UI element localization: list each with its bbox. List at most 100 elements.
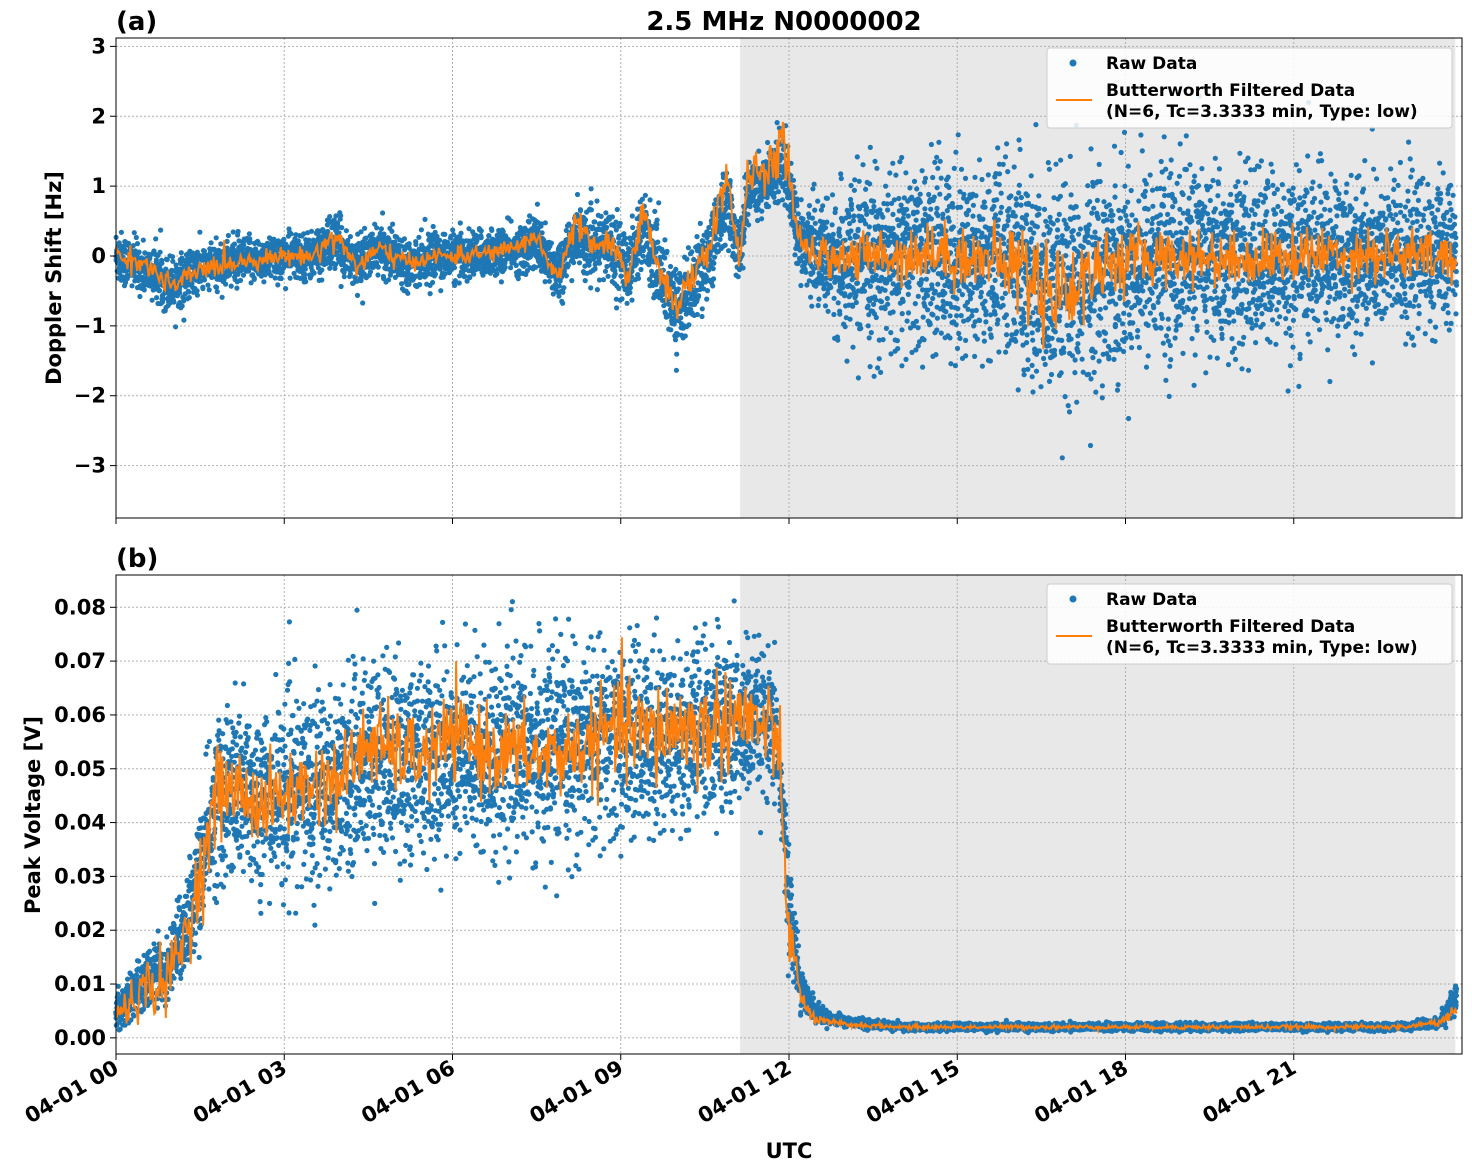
raw-point: [938, 175, 944, 181]
raw-point: [498, 279, 504, 285]
raw-point: [116, 240, 122, 246]
raw-point: [775, 189, 782, 195]
raw-point: [877, 207, 883, 213]
raw-point: [823, 225, 829, 231]
raw-point: [924, 293, 931, 299]
raw-point: [955, 306, 961, 312]
raw-point: [201, 277, 208, 283]
raw-point: [932, 159, 938, 165]
raw-point: [438, 288, 444, 294]
raw-point: [374, 225, 380, 231]
raw-point: [717, 236, 723, 242]
raw-point: [884, 295, 890, 302]
raw-point: [347, 271, 354, 277]
raw-point: [629, 297, 635, 303]
raw-point: [662, 255, 668, 261]
raw-point: [673, 367, 680, 373]
raw-point: [417, 282, 423, 288]
raw-point: [194, 292, 200, 298]
raw-point: [302, 266, 308, 272]
raw-point: [812, 207, 818, 213]
raw-point: [940, 211, 946, 217]
raw-point: [136, 249, 142, 255]
raw-point: [205, 282, 211, 288]
raw-point: [621, 231, 627, 237]
raw-point: [598, 213, 604, 219]
raw-point: [888, 330, 894, 336]
raw-point: [911, 178, 918, 184]
raw-point: [867, 364, 873, 370]
raw-point: [867, 144, 873, 150]
raw-point: [452, 282, 458, 288]
raw-point: [157, 249, 163, 255]
raw-point: [956, 330, 962, 337]
raw-point: [965, 221, 971, 227]
raw-point: [885, 207, 891, 213]
raw-point: [937, 191, 943, 197]
raw-point: [695, 294, 702, 300]
raw-point: [766, 203, 772, 210]
raw-point: [840, 285, 846, 291]
raw-point: [740, 265, 746, 271]
raw-point: [230, 229, 236, 235]
raw-point: [864, 211, 870, 217]
raw-point: [792, 252, 798, 258]
raw-point: [917, 191, 923, 197]
raw-point: [247, 239, 253, 245]
raw-point: [502, 264, 508, 270]
raw-point: [871, 373, 877, 379]
raw-point: [186, 289, 192, 295]
raw-point: [685, 245, 692, 251]
figure-title: 2.5 MHz N0000002: [646, 7, 921, 37]
raw-point: [779, 197, 786, 203]
raw-point: [588, 200, 594, 206]
raw-point: [218, 241, 224, 247]
raw-point: [278, 275, 284, 282]
raw-point: [850, 344, 856, 350]
raw-point: [853, 292, 859, 298]
raw-point: [311, 270, 317, 276]
raw-point: [899, 327, 905, 333]
raw-point: [251, 276, 257, 282]
raw-point: [855, 226, 861, 232]
raw-point: [560, 300, 566, 306]
raw-point: [213, 235, 219, 241]
raw-point: [922, 175, 929, 181]
raw-point: [945, 174, 951, 180]
raw-point: [811, 181, 817, 187]
raw-point: [647, 197, 653, 203]
raw-point: [181, 298, 187, 304]
raw-point: [899, 311, 905, 317]
raw-point: [735, 274, 741, 280]
raw-point: [234, 285, 240, 291]
raw-point: [689, 249, 695, 255]
raw-point: [462, 273, 468, 279]
raw-point: [953, 322, 959, 328]
raw-point: [319, 267, 325, 273]
raw-point: [829, 192, 836, 198]
raw-point: [338, 283, 344, 290]
raw-point: [678, 315, 684, 321]
raw-point: [806, 203, 813, 209]
raw-point: [156, 282, 162, 289]
raw-point: [622, 235, 628, 241]
raw-point: [800, 216, 806, 222]
raw-point: [812, 220, 818, 226]
raw-point: [231, 241, 238, 247]
raw-point: [638, 266, 644, 273]
raw-point: [917, 199, 923, 205]
raw-point: [154, 295, 160, 301]
raw-point: [765, 139, 771, 146]
raw-point: [922, 206, 928, 212]
raw-point: [899, 363, 905, 369]
raw-point: [362, 225, 368, 231]
raw-point: [852, 177, 858, 183]
raw-point: [694, 311, 700, 318]
raw-point: [861, 288, 868, 294]
raw-point: [859, 264, 865, 271]
raw-point: [609, 214, 616, 220]
raw-point: [920, 314, 926, 320]
raw-point: [603, 210, 609, 216]
raw-point: [673, 266, 679, 272]
raw-point: [556, 283, 562, 289]
